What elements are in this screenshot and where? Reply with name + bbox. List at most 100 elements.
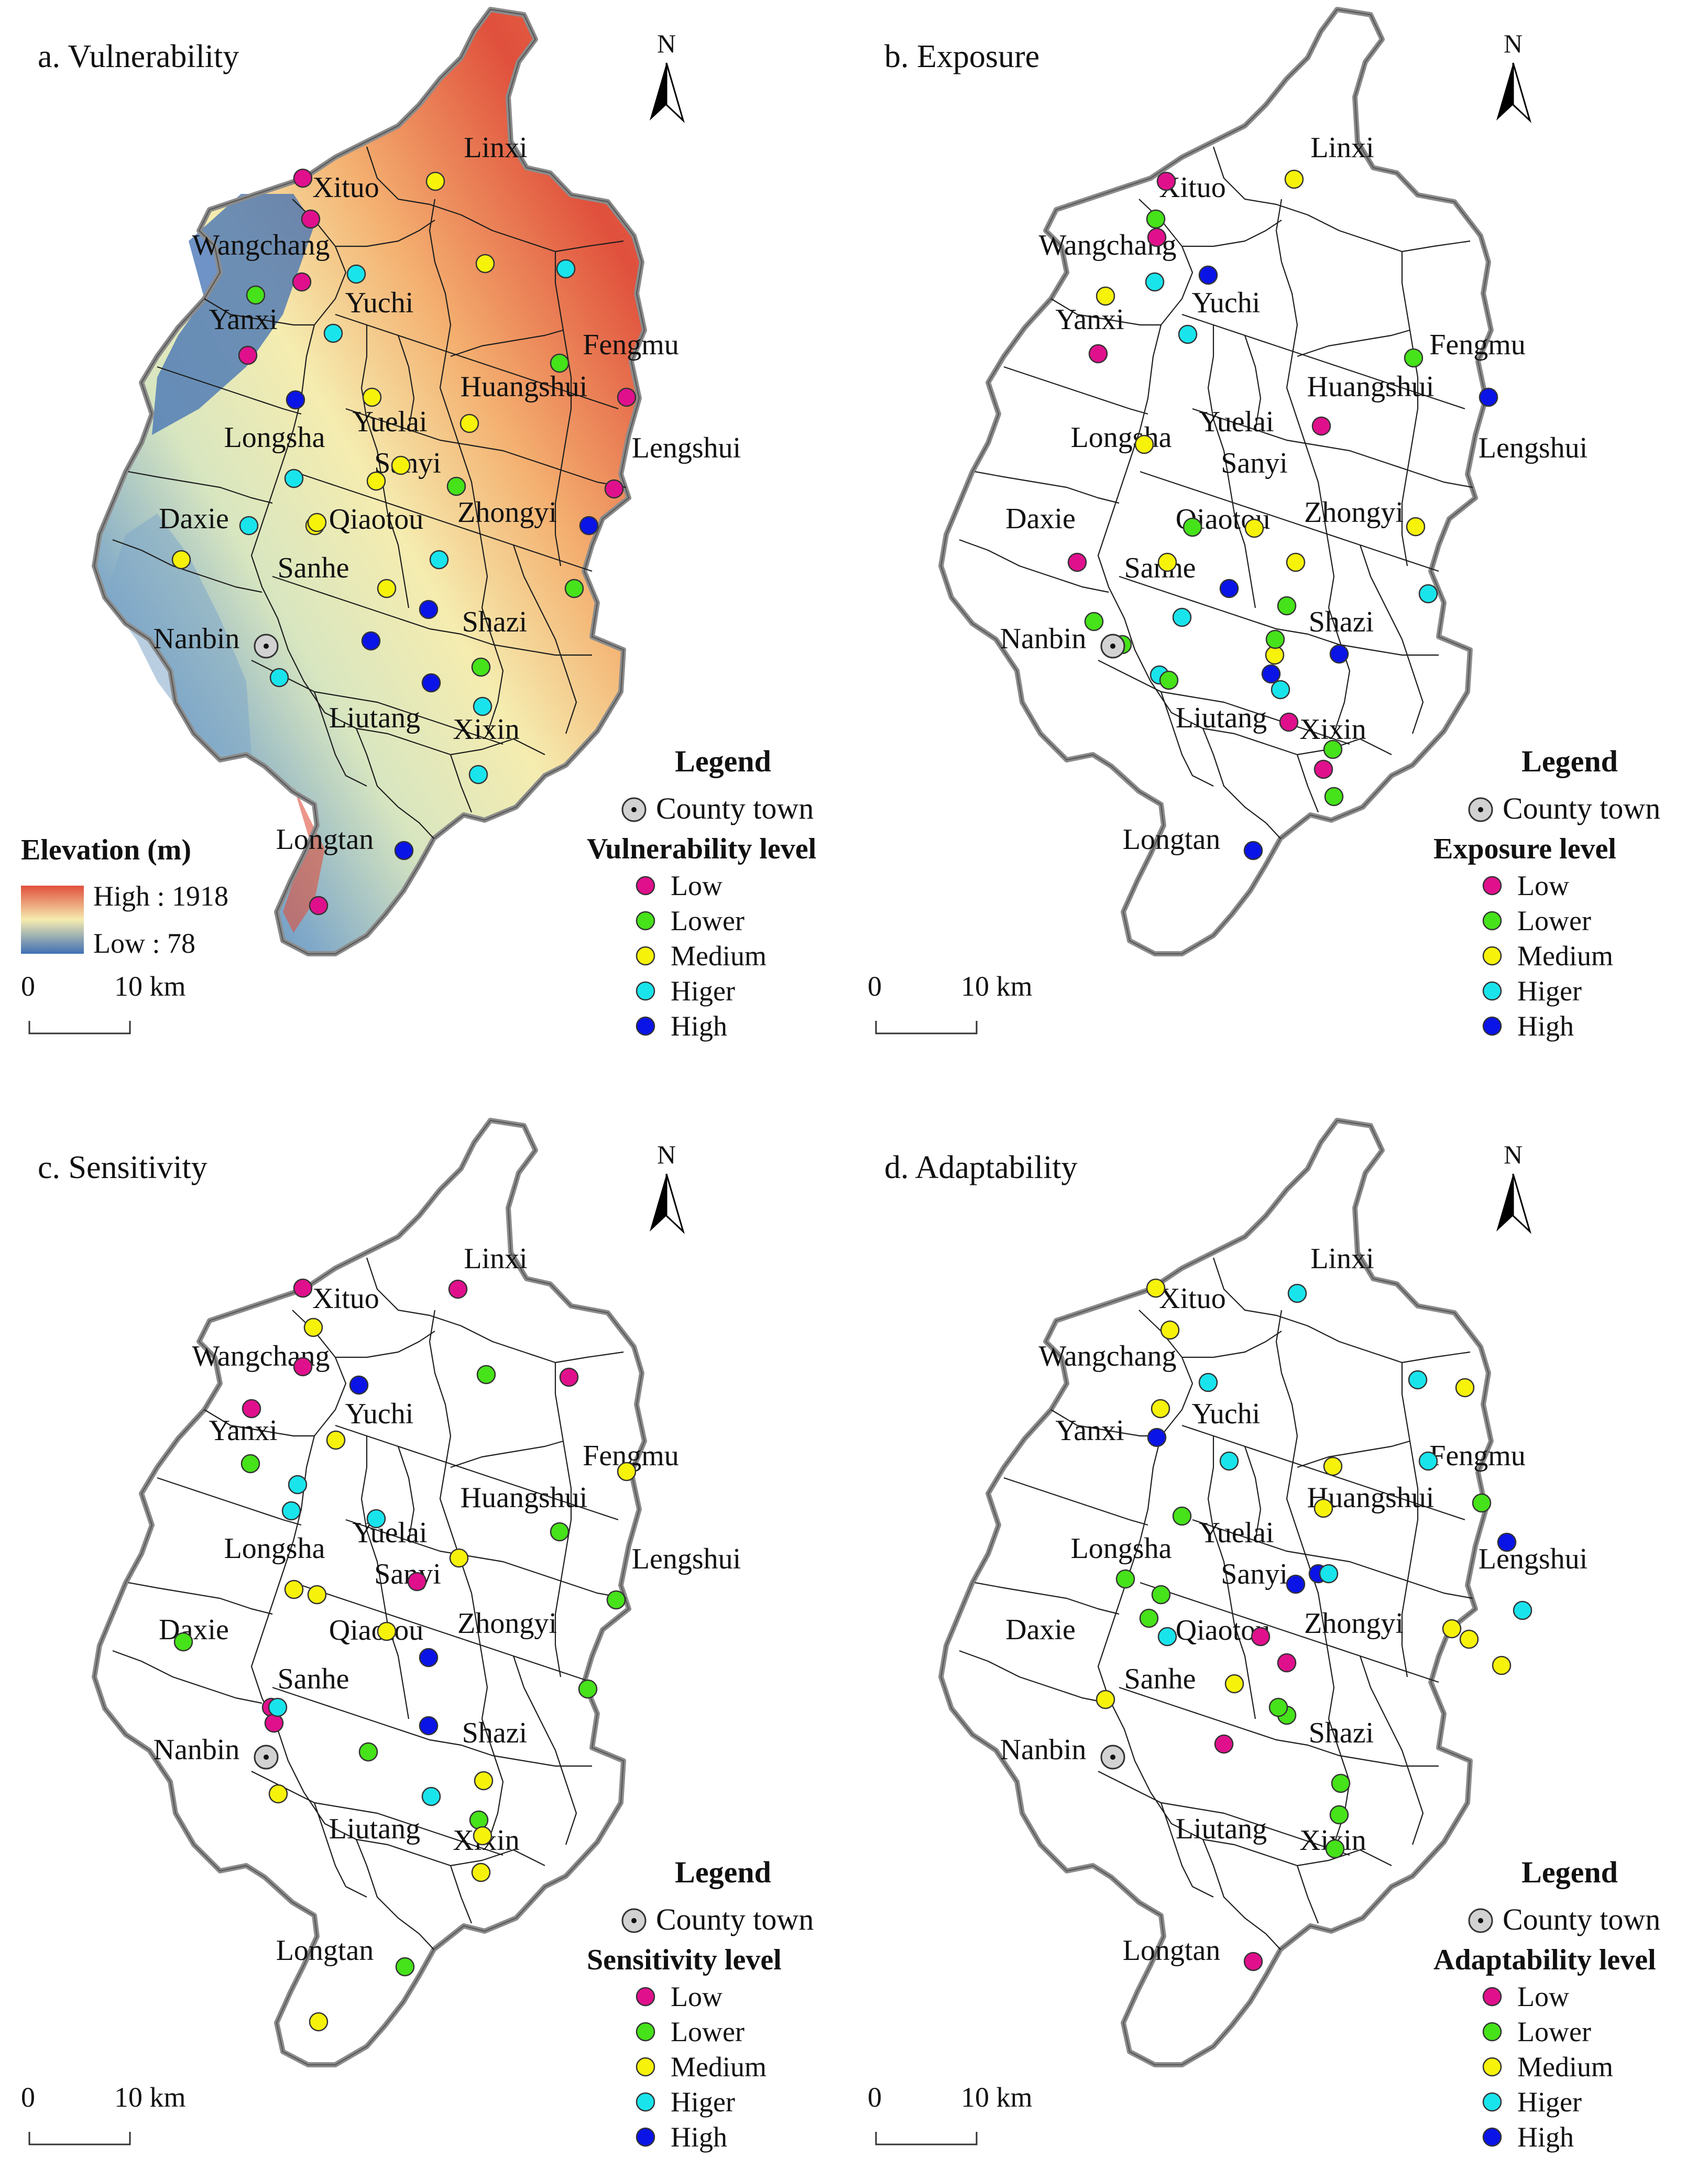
- legend-level-title: Exposure level: [1433, 833, 1616, 865]
- town-label: Huangshui: [461, 1481, 588, 1514]
- town-point-lower: [550, 1522, 570, 1542]
- legend-county-town-label: County town: [656, 1902, 814, 1936]
- legend-county-town-symbol: [621, 1908, 647, 1933]
- township-boundary: [1003, 1477, 1148, 1526]
- town-point-medium: [1224, 1674, 1244, 1694]
- scale-bar: [28, 2132, 131, 2145]
- town-point-higer: [366, 1509, 386, 1529]
- legend-level-label: Lower: [671, 905, 744, 936]
- legend-level-label: Lower: [1517, 905, 1591, 936]
- town-point-medium: [475, 254, 495, 274]
- township-boundary: [1140, 1582, 1439, 1683]
- legend-level-label: Medium: [671, 940, 767, 972]
- town-point-high: [286, 390, 305, 410]
- elevation-legend-title: Elevation (m): [21, 834, 191, 866]
- legend-swatch-low: [1482, 1987, 1502, 2007]
- town-label: Lengshui: [632, 1543, 741, 1575]
- township-boundary: [335, 1331, 435, 1358]
- town-point-low: [1067, 552, 1087, 572]
- township-boundary: [1050, 1409, 1161, 1437]
- town-label: Longtan: [276, 823, 374, 856]
- town-point-high: [1479, 387, 1498, 407]
- legend-level-label: Low: [671, 870, 722, 901]
- legend-level-label: Low: [1517, 1981, 1569, 2012]
- town-point-lower: [240, 1454, 260, 1474]
- town-point-medium: [1459, 1629, 1479, 1649]
- town-label: Xituo: [312, 171, 379, 204]
- legend-level-label: Higer: [671, 2086, 735, 2118]
- township-boundary: [1401, 1363, 1419, 1677]
- town-label: Longtan: [276, 1934, 374, 1967]
- township-boundary: [429, 1310, 504, 1845]
- town-point-lower: [1151, 1585, 1171, 1605]
- town-point-lower: [1265, 629, 1285, 649]
- town-point-medium: [1284, 169, 1304, 189]
- township-boundary: [1297, 329, 1410, 357]
- township-boundary: [1275, 199, 1351, 734]
- town-point-higer: [421, 1786, 441, 1806]
- town-point-medium: [449, 1548, 469, 1568]
- town-point-medium: [474, 1771, 494, 1791]
- town-label: Lengshui: [1479, 1543, 1587, 1575]
- legend-swatch-high: [636, 1016, 655, 1036]
- town-label: Lengshui: [1479, 432, 1587, 464]
- legend-county-town-symbol: [621, 797, 647, 822]
- town-point-lower: [246, 285, 266, 305]
- town-label: Yuchi: [345, 287, 414, 319]
- town-point-medium: [617, 1462, 637, 1481]
- map-panel-d: d. Adaptability N Linxi Xituo Wangchang Yanxi…: [868, 1118, 1660, 2153]
- town-point-higer: [323, 323, 343, 343]
- township-boundary: [397, 335, 415, 430]
- town-label: Lengshui: [632, 432, 741, 464]
- town-point-high: [1243, 841, 1263, 860]
- north-arrow-icon: [1496, 62, 1531, 123]
- town-point-medium: [391, 455, 411, 475]
- town-label: Yanxi: [209, 303, 277, 336]
- town-point-high: [579, 516, 599, 536]
- town-label: Zhongyi: [1304, 496, 1404, 529]
- township-boundary: [1160, 691, 1214, 787]
- town-point-low: [1243, 1952, 1263, 1971]
- town-point-medium: [366, 471, 386, 491]
- legend-level-title: Vulnerability level: [587, 833, 816, 865]
- town-point-lower: [1325, 1839, 1345, 1859]
- legend-title: Legend: [1521, 744, 1618, 778]
- town-label: Zhongyi: [457, 1607, 557, 1640]
- town-label: Daxie: [159, 1614, 229, 1646]
- town-point-lower: [476, 1365, 496, 1385]
- town-point-low: [301, 209, 321, 229]
- township-boundary: [251, 1771, 503, 1856]
- town-point-low: [1088, 344, 1108, 364]
- township-boundary: [1097, 1310, 1392, 1867]
- town-point-low: [1277, 1653, 1297, 1673]
- town-point-low: [407, 1572, 427, 1592]
- town-point-low: [617, 387, 637, 407]
- township-boundary: [397, 1446, 415, 1541]
- township-boundary: [251, 660, 503, 745]
- legend-level-label: Low: [1517, 870, 1569, 901]
- township-boundary: [293, 471, 593, 572]
- legend-swatch-higer: [1482, 2092, 1502, 2112]
- legend-county-town-symbol: [1468, 1908, 1493, 1933]
- town-point-higer: [1157, 1627, 1177, 1647]
- town-point-higer: [1418, 1451, 1438, 1471]
- legend-level-label: Lower: [671, 2016, 744, 2047]
- legend-swatch-low: [1482, 876, 1502, 896]
- north-arrow-icon: [650, 62, 685, 123]
- town-point-low: [1311, 416, 1331, 436]
- town-label: Fengmu: [1429, 329, 1526, 361]
- town-point-medium: [1151, 1399, 1170, 1419]
- township-boundary: [1244, 1446, 1262, 1541]
- legend-county-town-label: County town: [1503, 1902, 1660, 1936]
- township-boundary: [975, 1582, 1120, 1615]
- town-point-higer: [284, 469, 304, 488]
- legend-level-label: High: [671, 1010, 727, 1042]
- town-point-higer: [1219, 1451, 1239, 1471]
- town-label: Nanbin: [1000, 1734, 1087, 1766]
- township-boundary: [1296, 754, 1319, 813]
- town-point-higer: [1198, 1372, 1218, 1392]
- town-point-medium: [1286, 552, 1306, 572]
- legend-swatch-high: [1482, 1016, 1502, 1036]
- township-boundary: [1207, 1436, 1256, 1719]
